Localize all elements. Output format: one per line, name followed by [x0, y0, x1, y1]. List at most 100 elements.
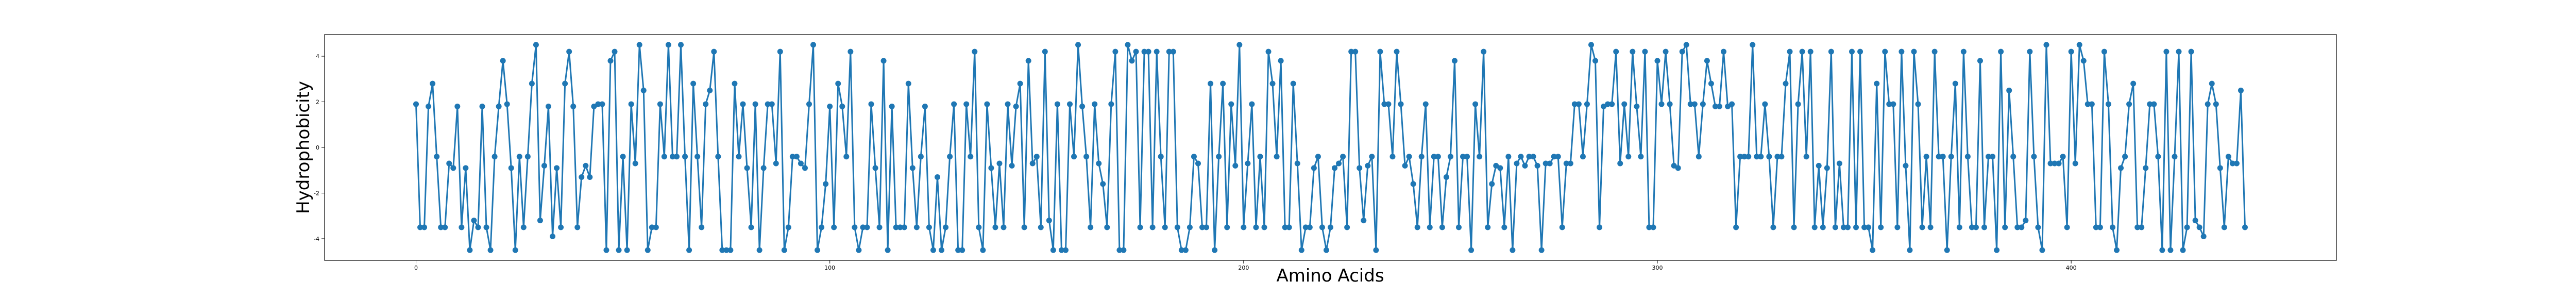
data-point [1389, 154, 1396, 160]
data-point [1721, 48, 1727, 55]
data-point [918, 154, 924, 160]
data-point [793, 154, 800, 160]
data-point [1323, 247, 1329, 253]
data-point [835, 80, 841, 87]
data-point [1431, 154, 1437, 160]
data-point [1510, 247, 1516, 253]
data-point [992, 224, 998, 230]
data-point [1079, 103, 1086, 109]
data-point [1377, 48, 1383, 55]
data-point [752, 101, 758, 107]
data-point [860, 224, 866, 230]
data-point [524, 154, 531, 160]
data-point [901, 224, 907, 230]
data-point [1791, 224, 1797, 230]
data-point [645, 247, 651, 253]
data-point [699, 224, 705, 230]
data-point [880, 58, 887, 64]
data-point [616, 247, 622, 253]
data-point [1332, 165, 1338, 171]
data-point [421, 224, 428, 230]
data-point [1116, 247, 1123, 253]
data-point [2089, 101, 2095, 107]
data-point [1046, 218, 1052, 224]
data-point [1212, 247, 1218, 253]
data-point [1811, 224, 1818, 230]
data-point [1915, 101, 1921, 107]
data-point [471, 218, 477, 224]
data-point [1630, 48, 1636, 55]
data-point [1505, 154, 1512, 160]
data-point [1352, 48, 1359, 55]
data-point [694, 154, 701, 160]
data-point [744, 165, 750, 171]
data-point [599, 101, 605, 107]
data-point [1853, 224, 1859, 230]
data-point [1261, 224, 1267, 230]
data-point [1050, 247, 1056, 253]
data-point [1700, 101, 1706, 107]
y-axis-label: Hydrophobicity [293, 81, 314, 214]
data-point [558, 224, 564, 230]
data-point [2167, 247, 2174, 253]
data-point [475, 224, 481, 230]
data-point [2205, 101, 2211, 107]
data-point [2105, 101, 2111, 107]
data-point [1245, 160, 1251, 167]
x-tick-label: 200 [1238, 265, 1249, 271]
data-point [2184, 224, 2190, 230]
data-point [1443, 174, 1449, 180]
data-point [1733, 224, 1739, 230]
data-point [1783, 80, 1789, 87]
data-point [789, 154, 795, 160]
data-point [1344, 224, 1350, 230]
data-point [2064, 224, 2070, 230]
data-point [2151, 101, 2157, 107]
data-point [2109, 224, 2115, 230]
data-point [1729, 101, 1735, 107]
data-point [1088, 224, 1094, 230]
data-point [1447, 154, 1453, 160]
data-point [2052, 160, 2058, 167]
data-point [413, 101, 419, 107]
data-point [686, 247, 692, 253]
data-point [570, 103, 577, 109]
data-point [1638, 154, 1644, 160]
data-point [1394, 48, 1400, 55]
data-point [1042, 48, 1048, 55]
data-point [1870, 247, 1876, 253]
data-point [1075, 42, 1081, 48]
data-point [1274, 154, 1280, 160]
data-point [1402, 162, 1408, 169]
data-point [806, 101, 812, 107]
data-point [690, 80, 697, 87]
data-point [504, 101, 510, 107]
data-point [1741, 154, 1748, 160]
data-point [1464, 154, 1470, 160]
data-point [831, 224, 837, 230]
data-point [1944, 247, 1950, 253]
data-point [719, 247, 725, 253]
data-point [1754, 154, 1760, 160]
data-point [1840, 224, 1846, 230]
data-point [566, 48, 572, 55]
data-point [1108, 101, 1114, 107]
data-point [1178, 247, 1184, 253]
data-point [1671, 162, 1677, 169]
data-point [802, 165, 808, 171]
data-point [1121, 247, 1127, 253]
data-point [2126, 101, 2132, 107]
data-point [665, 42, 671, 48]
data-point [2188, 48, 2194, 55]
data-point [1948, 154, 1954, 160]
data-point [1575, 101, 1582, 107]
data-point [1414, 224, 1420, 230]
data-point [1166, 48, 1172, 55]
data-point [2213, 101, 2219, 107]
data-point [1435, 154, 1441, 160]
data-point [2176, 48, 2182, 55]
data-point [1990, 154, 1996, 160]
data-point [1646, 224, 1652, 230]
data-point [2023, 218, 2029, 224]
data-point [1182, 247, 1189, 253]
